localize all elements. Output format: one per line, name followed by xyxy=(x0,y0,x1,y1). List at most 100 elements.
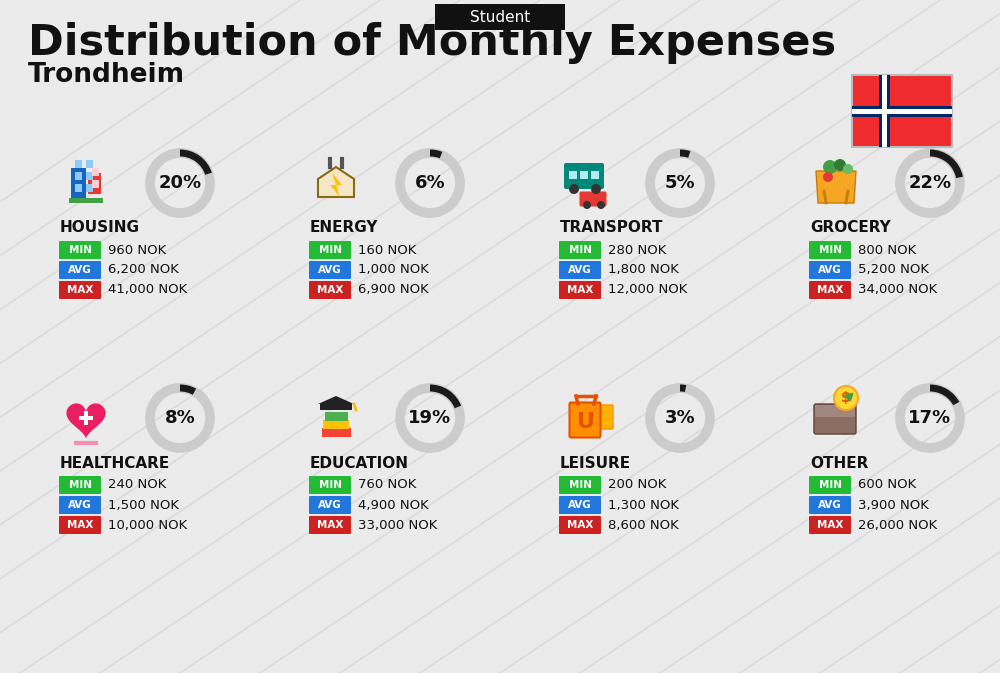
Text: 41,000 NOK: 41,000 NOK xyxy=(108,283,187,297)
Text: 1,800 NOK: 1,800 NOK xyxy=(608,264,679,277)
Text: MIN: MIN xyxy=(68,245,92,255)
Text: 200 NOK: 200 NOK xyxy=(608,479,666,491)
Text: 1,500 NOK: 1,500 NOK xyxy=(108,499,179,511)
FancyBboxPatch shape xyxy=(809,476,851,494)
FancyBboxPatch shape xyxy=(809,241,851,259)
FancyBboxPatch shape xyxy=(92,168,99,176)
FancyBboxPatch shape xyxy=(559,496,601,514)
Text: MAX: MAX xyxy=(317,285,343,295)
Text: MAX: MAX xyxy=(67,520,93,530)
Text: 34,000 NOK: 34,000 NOK xyxy=(858,283,937,297)
FancyBboxPatch shape xyxy=(580,192,606,207)
FancyBboxPatch shape xyxy=(92,180,99,188)
FancyBboxPatch shape xyxy=(79,416,93,420)
Text: 1,000 NOK: 1,000 NOK xyxy=(358,264,429,277)
FancyBboxPatch shape xyxy=(593,405,613,429)
FancyBboxPatch shape xyxy=(559,261,601,279)
Text: 6%: 6% xyxy=(415,174,445,192)
Text: 10,000 NOK: 10,000 NOK xyxy=(108,518,187,532)
FancyBboxPatch shape xyxy=(320,404,352,410)
Text: MAX: MAX xyxy=(567,520,593,530)
FancyBboxPatch shape xyxy=(84,411,88,425)
FancyBboxPatch shape xyxy=(852,108,952,114)
Text: 19%: 19% xyxy=(408,409,452,427)
Polygon shape xyxy=(66,403,106,439)
Text: AVG: AVG xyxy=(68,500,92,510)
FancyBboxPatch shape xyxy=(86,160,93,168)
FancyBboxPatch shape xyxy=(59,496,101,514)
FancyBboxPatch shape xyxy=(570,402,600,437)
FancyBboxPatch shape xyxy=(309,496,351,514)
Text: 760 NOK: 760 NOK xyxy=(358,479,416,491)
FancyBboxPatch shape xyxy=(71,168,86,199)
Circle shape xyxy=(843,164,853,174)
Text: HOUSING: HOUSING xyxy=(60,221,140,236)
Text: MIN: MIN xyxy=(318,245,342,255)
Wedge shape xyxy=(930,149,963,178)
Wedge shape xyxy=(180,149,212,175)
Text: MIN: MIN xyxy=(68,480,92,490)
Text: 240 NOK: 240 NOK xyxy=(108,479,166,491)
Text: 960 NOK: 960 NOK xyxy=(108,244,166,256)
Text: MIN: MIN xyxy=(818,245,842,255)
Circle shape xyxy=(834,386,858,410)
FancyBboxPatch shape xyxy=(559,241,601,259)
Text: 4,900 NOK: 4,900 NOK xyxy=(358,499,429,511)
FancyBboxPatch shape xyxy=(323,419,349,429)
FancyBboxPatch shape xyxy=(879,75,890,147)
FancyBboxPatch shape xyxy=(75,160,82,168)
Text: Student: Student xyxy=(470,9,530,24)
FancyBboxPatch shape xyxy=(75,172,82,180)
Circle shape xyxy=(834,159,846,171)
Text: 33,000 NOK: 33,000 NOK xyxy=(358,518,437,532)
FancyBboxPatch shape xyxy=(591,171,599,179)
FancyBboxPatch shape xyxy=(59,261,101,279)
Text: OTHER: OTHER xyxy=(810,456,868,470)
FancyBboxPatch shape xyxy=(59,476,101,494)
Circle shape xyxy=(569,184,579,194)
Wedge shape xyxy=(180,384,196,395)
Text: GROCERY: GROCERY xyxy=(810,221,891,236)
FancyBboxPatch shape xyxy=(564,163,604,189)
FancyBboxPatch shape xyxy=(852,106,952,116)
Wedge shape xyxy=(430,149,442,158)
Wedge shape xyxy=(430,384,461,409)
Text: 5,200 NOK: 5,200 NOK xyxy=(858,264,929,277)
Text: 160 NOK: 160 NOK xyxy=(358,244,416,256)
FancyBboxPatch shape xyxy=(69,199,103,203)
FancyBboxPatch shape xyxy=(59,281,101,299)
Text: LEISURE: LEISURE xyxy=(560,456,631,470)
FancyBboxPatch shape xyxy=(809,281,851,299)
FancyBboxPatch shape xyxy=(809,516,851,534)
Polygon shape xyxy=(318,167,354,197)
Text: 20%: 20% xyxy=(158,174,202,192)
FancyBboxPatch shape xyxy=(309,516,351,534)
Text: 6,900 NOK: 6,900 NOK xyxy=(358,283,429,297)
Text: 8%: 8% xyxy=(165,409,195,427)
Text: AVG: AVG xyxy=(318,265,342,275)
FancyBboxPatch shape xyxy=(559,516,601,534)
Text: MAX: MAX xyxy=(567,285,593,295)
Text: 17%: 17% xyxy=(908,409,952,427)
FancyBboxPatch shape xyxy=(75,184,82,192)
FancyBboxPatch shape xyxy=(86,184,93,192)
Text: 8,600 NOK: 8,600 NOK xyxy=(608,518,679,532)
Text: 800 NOK: 800 NOK xyxy=(858,244,916,256)
Text: 12,000 NOK: 12,000 NOK xyxy=(608,283,687,297)
Text: AVG: AVG xyxy=(568,265,592,275)
Polygon shape xyxy=(318,396,354,404)
Polygon shape xyxy=(330,173,342,197)
Text: MAX: MAX xyxy=(817,285,843,295)
Text: 6,200 NOK: 6,200 NOK xyxy=(108,264,179,277)
Text: MAX: MAX xyxy=(67,285,93,295)
FancyBboxPatch shape xyxy=(809,496,851,514)
Text: 3,900 NOK: 3,900 NOK xyxy=(858,499,929,511)
Wedge shape xyxy=(680,384,686,392)
FancyBboxPatch shape xyxy=(86,172,93,180)
Circle shape xyxy=(823,160,837,174)
Text: AVG: AVG xyxy=(818,265,842,275)
Text: 3%: 3% xyxy=(665,409,695,427)
Text: U: U xyxy=(577,412,595,432)
Wedge shape xyxy=(680,149,690,157)
Text: EDUCATION: EDUCATION xyxy=(310,456,409,470)
